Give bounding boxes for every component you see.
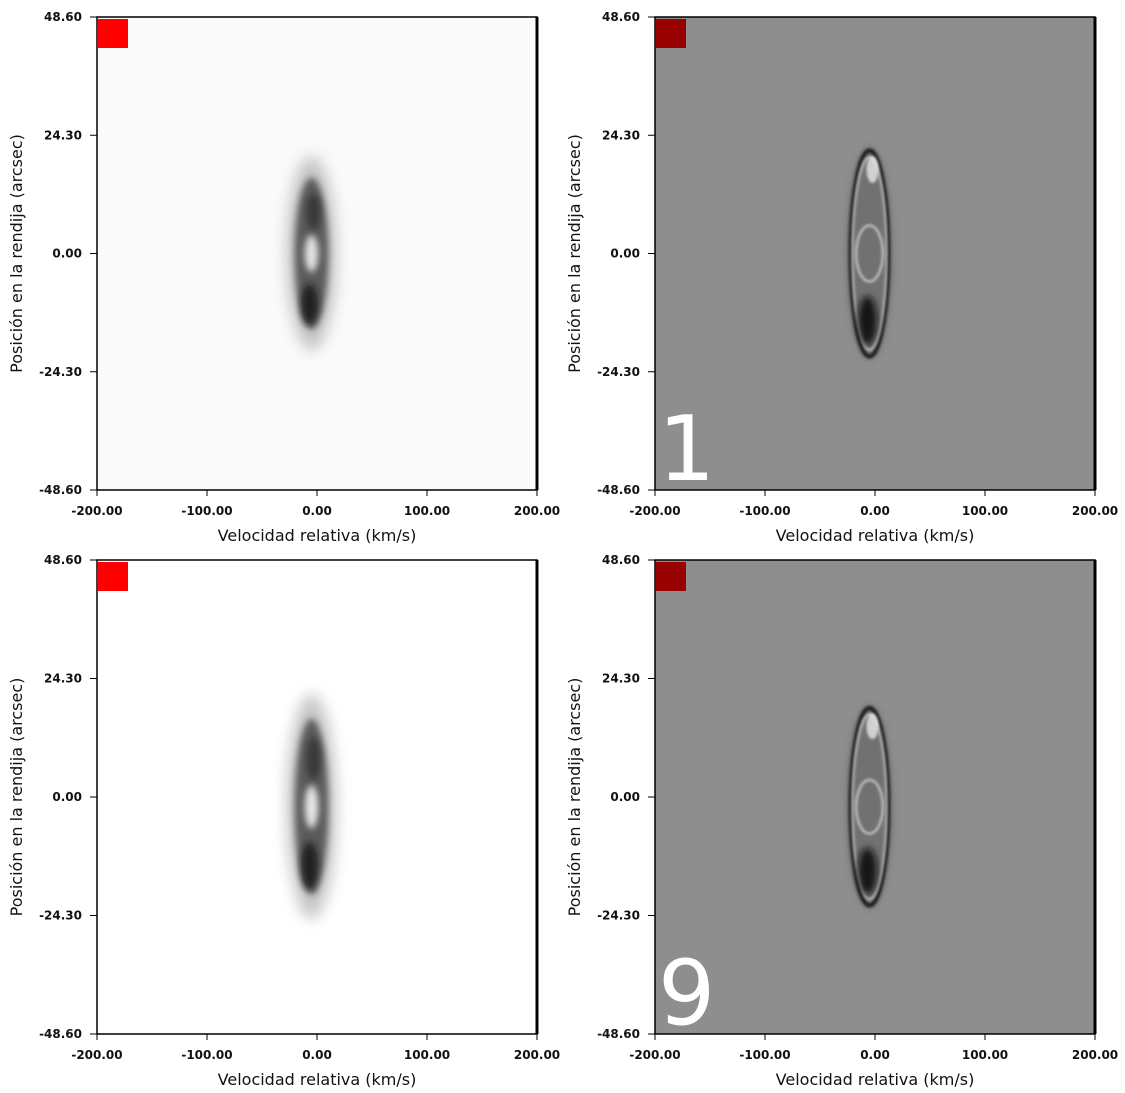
y-tick-label: -48.60 <box>597 1027 640 1041</box>
corner-label: 9 <box>658 941 715 1046</box>
emission-hole <box>304 785 319 829</box>
emission-knot-south <box>301 842 318 890</box>
emission-knot-north <box>306 737 321 780</box>
x-tick-label: 0.00 <box>860 1048 890 1062</box>
x-tick-label: -200.00 <box>71 1048 122 1062</box>
x-tick-label: 100.00 <box>404 1048 450 1062</box>
emission-feature <box>846 147 893 360</box>
residual-bright-tip <box>866 156 879 183</box>
emission-knot-north <box>306 193 321 231</box>
residual-ring-light <box>851 713 888 901</box>
x-axis-label: Velocidad relativa (km/s) <box>218 526 417 545</box>
y-tick-label: 48.60 <box>602 553 640 567</box>
x-tick-label: -200.00 <box>629 504 680 518</box>
y-tick-label: -48.60 <box>39 483 82 497</box>
corner-marker <box>98 19 128 48</box>
y-tick-label: 24.30 <box>602 672 640 686</box>
x-axis-label: Velocidad relativa (km/s) <box>776 1070 975 1089</box>
x-tick-label: 100.00 <box>962 1048 1008 1062</box>
y-axis-label: Posición en la rendija (arcsec) <box>7 134 26 373</box>
x-tick-label: 200.00 <box>514 1048 560 1062</box>
residual-bright-tip <box>866 713 879 740</box>
panel-4: 9 -200.00 -100.00 0.00 100.00 200.00 48.60 24.3… <box>565 553 1118 1089</box>
y-axis-label: Posición en la rendija (arcsec) <box>565 678 584 917</box>
residual-knot-south <box>857 847 878 895</box>
panel-3: -200.00 -100.00 0.00 100.00 200.00 48.60 24.30… <box>7 553 560 1089</box>
x-tick-label: -200.00 <box>629 1048 680 1062</box>
y-tick-label: -24.30 <box>597 365 640 379</box>
emission-hole <box>304 235 319 272</box>
x-tick-label: 0.00 <box>302 1048 332 1062</box>
x-tick-label: -100.00 <box>181 504 232 518</box>
residual-ring-dark <box>848 148 891 359</box>
y-tick-label: 48.60 <box>602 10 640 24</box>
corner-marker <box>656 19 686 48</box>
emission-feature <box>846 704 893 909</box>
y-tick-label: 24.30 <box>44 128 82 142</box>
residual-ring-dark <box>848 706 891 908</box>
y-tick-label: 48.60 <box>44 553 82 567</box>
corner-label: 1 <box>658 397 715 502</box>
x-tick-label: 200.00 <box>1072 1048 1118 1062</box>
x-tick-label: 100.00 <box>404 504 450 518</box>
y-axis-label: Posición en la rendija (arcsec) <box>565 134 584 373</box>
panel-1: -200.00 -100.00 0.00 100.00 200.00 48.60 24.30… <box>7 10 560 545</box>
x-tick-label: 200.00 <box>1072 504 1118 518</box>
emission-knot-south <box>301 284 318 325</box>
residual-inner-ring <box>855 778 884 835</box>
residual-halo <box>846 704 893 909</box>
x-tick-label: -100.00 <box>739 1048 790 1062</box>
y-tick-label: 0.00 <box>610 790 640 804</box>
x-tick-label: 0.00 <box>860 504 890 518</box>
emission-feature <box>286 694 337 920</box>
x-tick-label: 200.00 <box>514 504 560 518</box>
x-tick-label: -100.00 <box>739 504 790 518</box>
y-tick-label: 0.00 <box>610 247 640 261</box>
y-tick-label: 24.30 <box>44 672 82 686</box>
y-tick-label: 0.00 <box>52 790 82 804</box>
x-tick-label: 100.00 <box>962 504 1008 518</box>
y-tick-label: -24.30 <box>39 365 82 379</box>
corner-marker <box>98 562 128 591</box>
x-axis-label: Velocidad relativa (km/s) <box>776 526 975 545</box>
y-tick-label: -24.30 <box>39 909 82 923</box>
emission-feature <box>286 156 337 351</box>
residual-ring-light <box>851 156 888 351</box>
y-tick-label: 48.60 <box>44 10 82 24</box>
x-tick-label: -100.00 <box>181 1048 232 1062</box>
y-tick-label: -24.30 <box>597 909 640 923</box>
y-tick-label: 0.00 <box>52 247 82 261</box>
x-tick-label: 0.00 <box>302 504 332 518</box>
y-tick-label: 24.30 <box>602 128 640 142</box>
residual-inner-ring <box>855 224 884 283</box>
y-tick-label: -48.60 <box>597 483 640 497</box>
panel-2: 1 -200.00 -100.00 0.00 100.00 200.00 48.60 24.3… <box>565 10 1118 545</box>
corner-marker <box>656 562 686 591</box>
residual-knot-south <box>857 296 878 346</box>
x-axis-label: Velocidad relativa (km/s) <box>218 1070 417 1089</box>
y-axis-label: Posición en la rendija (arcsec) <box>7 678 26 917</box>
y-tick-label: -48.60 <box>39 1027 82 1041</box>
residual-halo <box>846 147 893 360</box>
x-tick-label: -200.00 <box>71 504 122 518</box>
